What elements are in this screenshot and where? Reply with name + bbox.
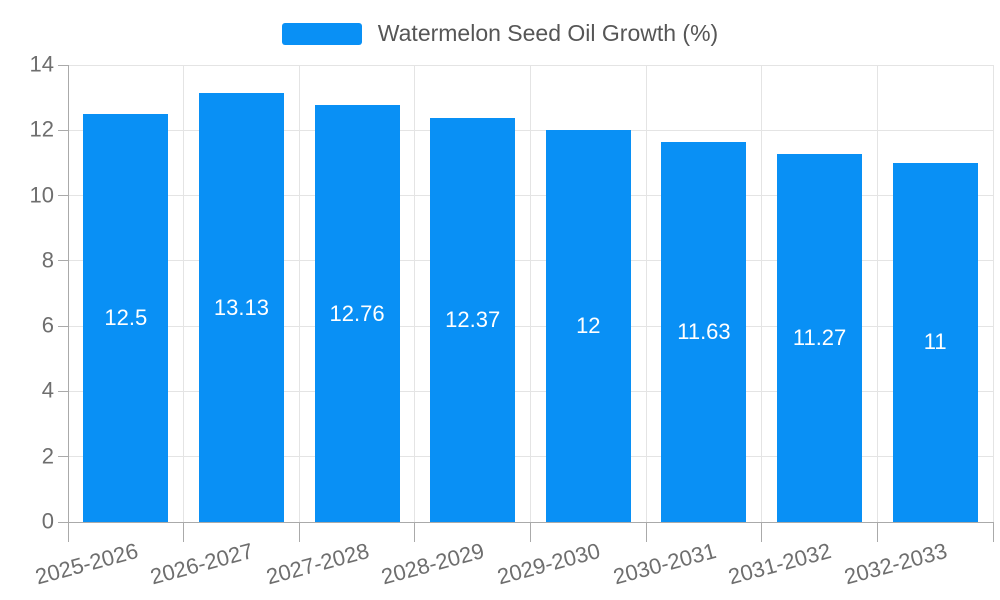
legend[interactable]: Watermelon Seed Oil Growth (%) [0,20,1000,47]
y-axis-tick-label: 6 [41,312,54,338]
y-axis-tick [58,325,68,327]
gridline-x [414,65,416,522]
x-axis-tick [183,522,185,542]
x-axis-tick-label: 2029-2030 [494,538,603,590]
legend-label: Watermelon Seed Oil Growth (%) [377,20,719,46]
y-axis-tick-label: 2 [41,443,54,469]
gridline-x [876,65,878,522]
x-axis-tick [530,522,531,542]
y-axis-tick [58,129,68,131]
x-axis-tick [876,522,878,542]
y-axis-tick-label: 14 [29,51,54,77]
y-axis-tick [58,64,68,66]
y-axis-tick-label: 4 [41,377,54,403]
bar-value-label: 13.13 [213,294,269,320]
bar[interactable] [198,93,284,522]
legend-swatch-icon [281,22,362,45]
y-axis-tick-label: 0 [41,508,54,534]
bar-value-label: 11.27 [792,325,847,351]
gridline-x [530,65,531,522]
x-axis-tick-label: 2028-2029 [379,538,488,590]
bar-value-label: 12.37 [445,307,501,333]
x-axis-tick-label: 2025-2026 [32,538,141,590]
bar-value-label: 12.5 [104,304,148,330]
gridline-x [645,65,647,522]
bar-value-label: 12 [576,313,601,339]
y-axis-tick [58,390,68,392]
gridline-x [298,65,300,522]
x-axis-tick [414,522,416,542]
x-axis-tick-label: 2031-2032 [725,538,835,590]
y-axis-tick-label: 12 [29,116,54,142]
bar[interactable] [892,162,978,522]
y-axis-tick [58,456,68,458]
y-axis-tick-label: 10 [29,182,54,208]
x-axis-tick [992,522,994,542]
y-axis-tick [58,195,68,197]
bar-value-label: 12.76 [329,300,385,326]
gridline-x [761,65,763,522]
bar[interactable] [430,118,516,522]
x-axis-tick [761,522,763,542]
bar[interactable] [661,142,747,522]
x-axis-tick-label: 2027-2028 [263,538,372,590]
x-axis-tick-label: 2026-2027 [147,538,256,590]
bar-value-label: 11 [923,329,947,355]
bar[interactable] [545,130,631,522]
y-axis-line [67,65,69,542]
x-axis-tick [298,522,300,542]
x-axis-line [58,521,993,523]
y-axis-tick [58,260,68,262]
gridline-x [183,65,185,522]
x-axis-tick-label: 2032-2033 [841,538,950,590]
bar[interactable] [777,154,863,522]
y-axis-tick-label: 8 [41,247,54,273]
gridline-x [992,65,994,522]
x-axis-tick-label: 2030-2031 [610,538,719,590]
bar[interactable] [83,113,169,522]
bar-value-label: 11.63 [677,319,731,345]
x-axis-tick [645,522,647,542]
bar[interactable] [314,105,400,522]
